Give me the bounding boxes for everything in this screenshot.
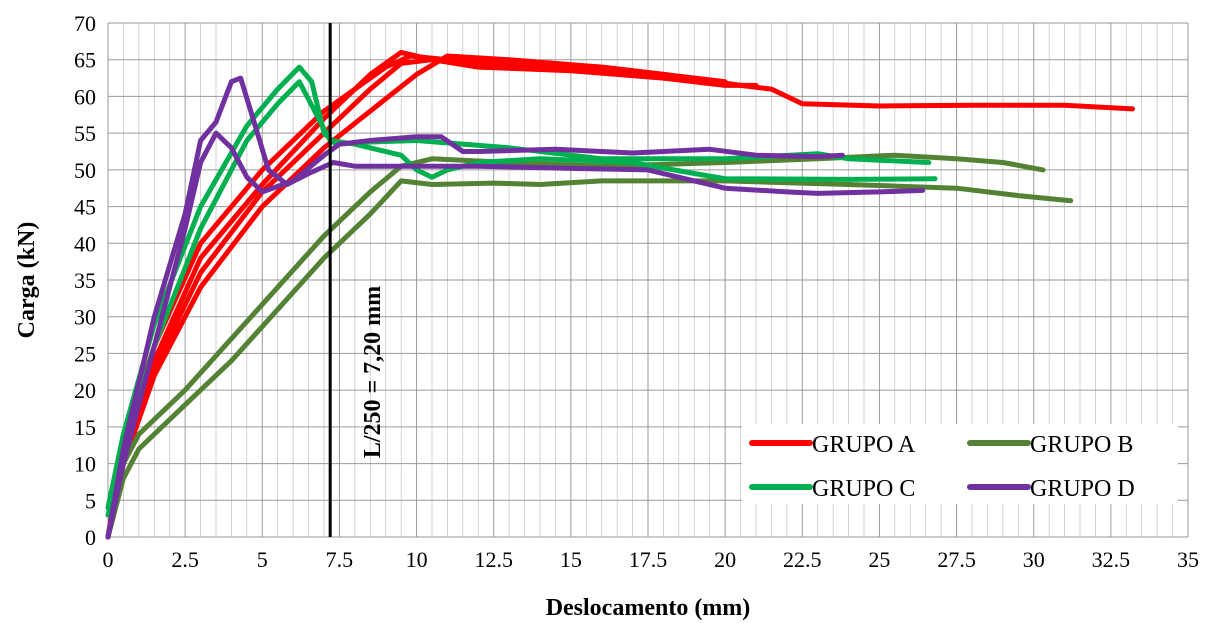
legend-box: [742, 424, 1178, 504]
y-tick-label: 10: [74, 452, 96, 477]
y-tick-label: 55: [74, 121, 96, 146]
y-tick-label: 15: [74, 415, 96, 440]
series-line-grupo-b: [105, 152, 1046, 540]
x-tick-label: 20: [714, 547, 736, 572]
x-tick-labels: 0 2.5 5 7.5 10 12.5 15 17.5 20 22.5 25 27.5 30 32.5 35: [103, 547, 1200, 572]
x-tick-label: 35: [1177, 547, 1199, 572]
legend-label-grupo-b: GRUPO B: [1030, 432, 1133, 458]
y-tick-label: 0: [85, 525, 96, 550]
series-line-grupo-a: [105, 57, 728, 540]
x-tick-label: 32.5: [1092, 547, 1131, 572]
y-axis-title: Carga (kN): [14, 222, 40, 339]
series-line-grupo-c: [105, 79, 938, 518]
y-tick-label: 5: [85, 488, 96, 513]
reference-line-label: L/250 = 7,20 mm: [360, 286, 386, 458]
x-tick-label: 22.5: [783, 547, 822, 572]
legend-label-grupo-d: GRUPO D: [1030, 476, 1135, 502]
series-line-grupo-d: [105, 75, 926, 540]
x-tick-label: 10: [406, 547, 428, 572]
y-tick-label: 70: [74, 11, 96, 36]
grid: [107, 22, 1189, 538]
legend-label-grupo-a: GRUPO A: [812, 432, 916, 458]
y-tick-label: 35: [74, 268, 96, 293]
x-tick-label: 17.5: [629, 547, 668, 572]
x-tick-label: 15: [560, 547, 582, 572]
y-tick-label: 40: [74, 231, 96, 256]
series-line-grupo-d: [105, 130, 845, 540]
reference-line-group: L/250 = 7,20 mm: [328, 23, 386, 537]
legend: GRUPO A GRUPO B GRUPO C GRUPO D: [742, 424, 1178, 504]
x-tick-label: 2.5: [171, 547, 199, 572]
series-line-grupo-b: [105, 178, 1074, 540]
series-line-grupo-a: [105, 53, 1135, 540]
y-tick-label: 30: [74, 305, 96, 330]
y-tick-label: 50: [74, 158, 96, 183]
x-tick-label: 7.5: [326, 547, 354, 572]
x-tick-label: 27.5: [937, 547, 976, 572]
x-tick-label: 25: [868, 547, 890, 572]
legend-label-grupo-c: GRUPO C: [812, 476, 915, 502]
x-tick-label: 0: [103, 547, 114, 572]
y-tick-label: 20: [74, 378, 96, 403]
y-tick-label: 65: [74, 48, 96, 73]
y-tick-labels: 0 5 10 15 20 25 30 35 40 45 50 55 60 65 70: [74, 11, 96, 550]
x-tick-label: 12.5: [474, 547, 513, 572]
x-tick-label: 30: [1023, 547, 1045, 572]
x-tick-label: 5: [257, 547, 268, 572]
x-axis-title: Deslocamento (mm): [546, 595, 751, 621]
y-tick-label: 60: [74, 84, 96, 109]
y-tick-label: 25: [74, 341, 96, 366]
y-tick-label: 45: [74, 195, 96, 220]
